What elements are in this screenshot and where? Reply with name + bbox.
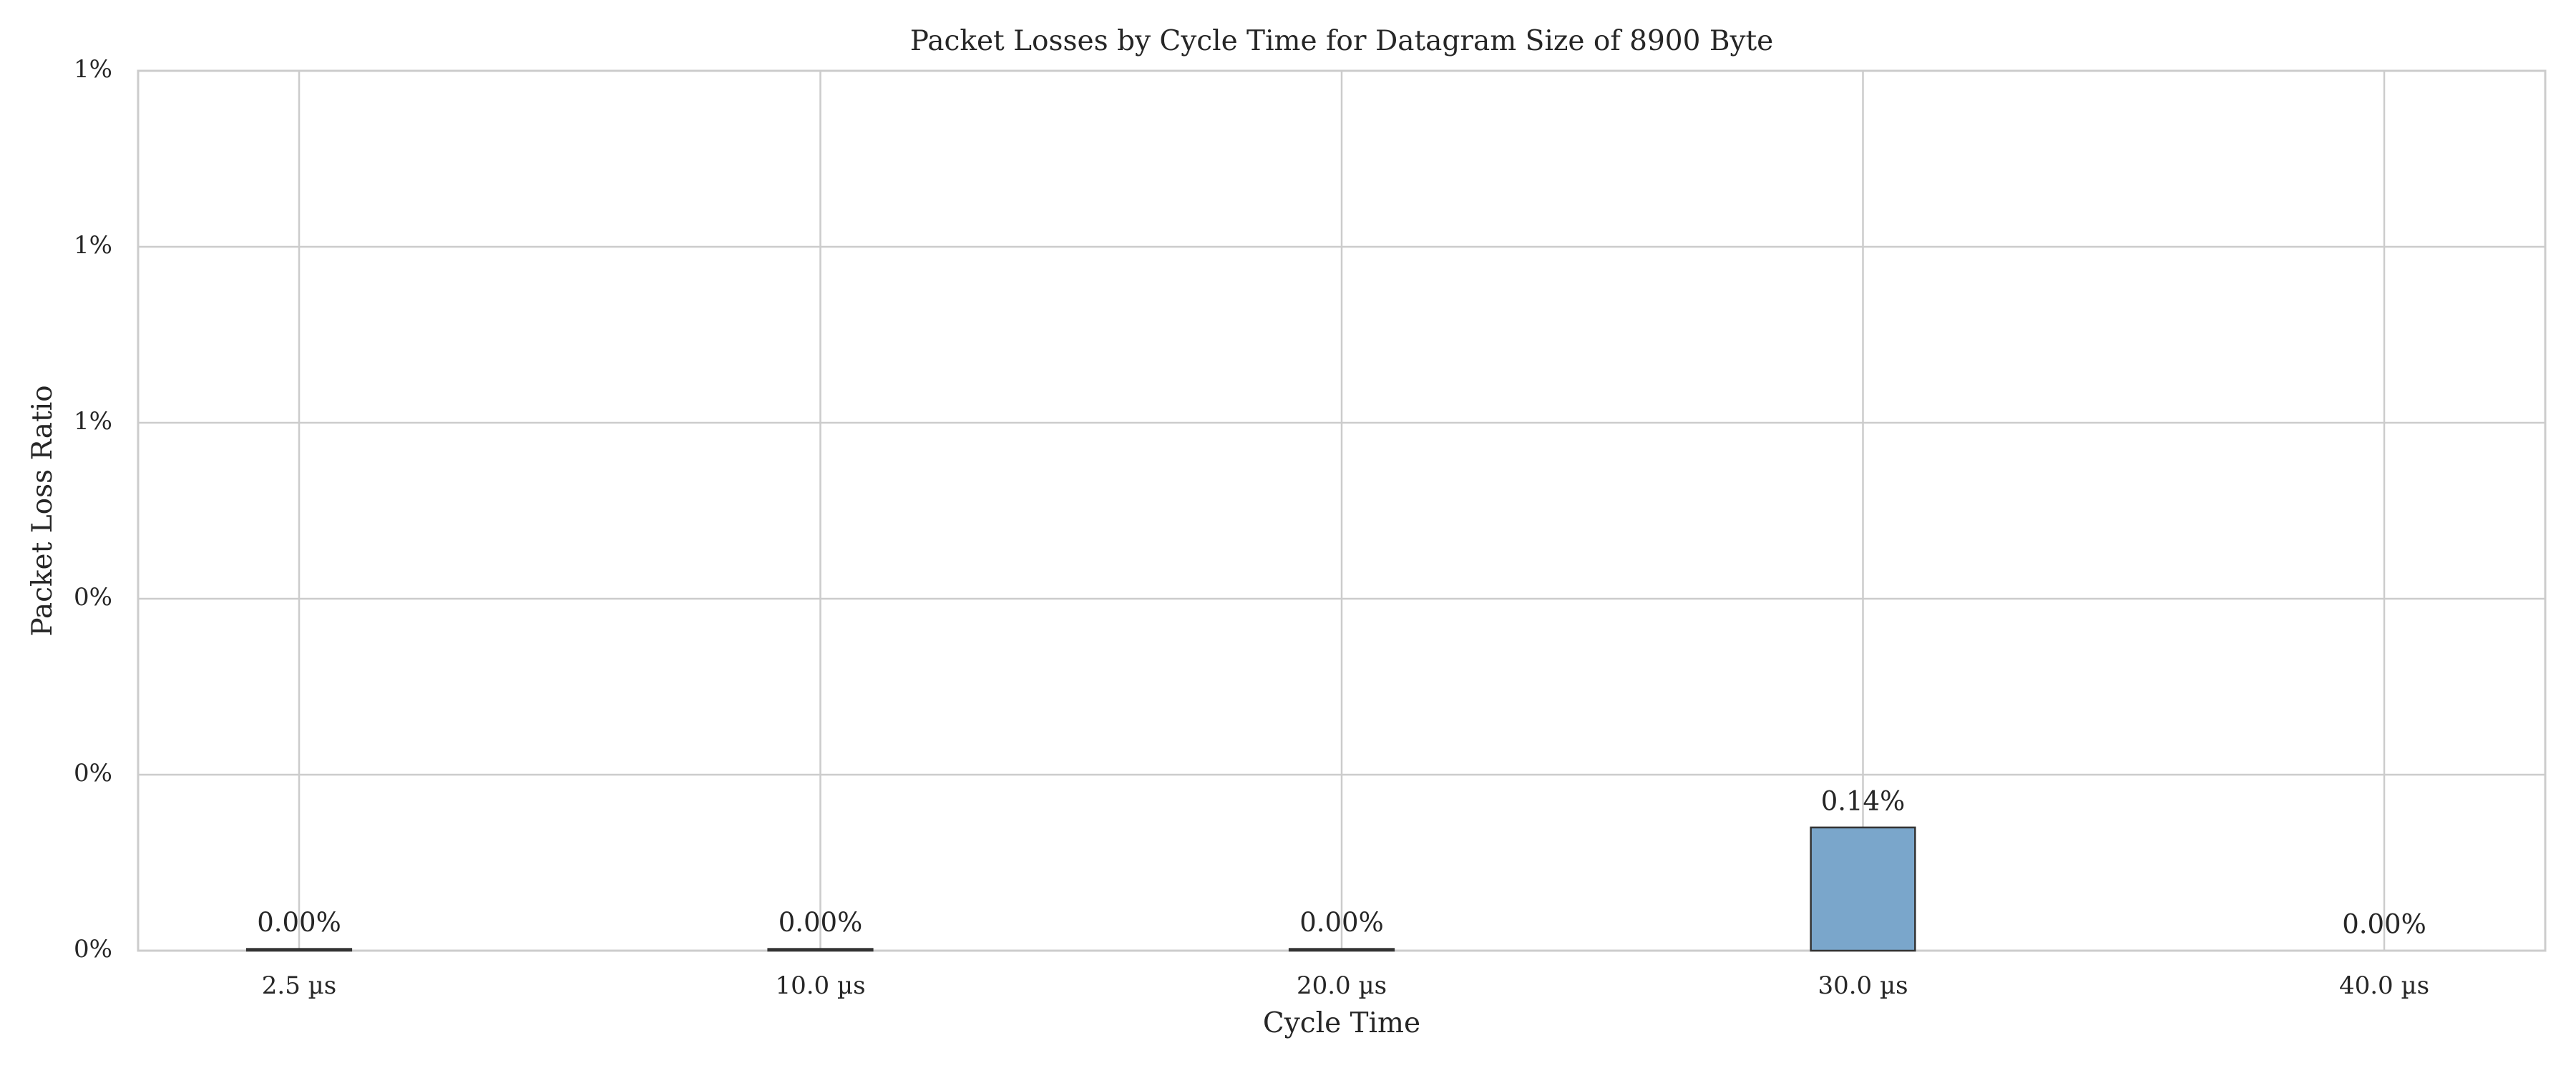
bar: [767, 948, 874, 952]
bar: [245, 948, 353, 952]
y-tick-label: 0%: [74, 935, 112, 964]
y-axis-label: Packet Loss Ratio: [26, 385, 59, 636]
x-tick-label: 2.5 µs: [262, 971, 336, 1000]
value-label: 0.00%: [257, 907, 341, 938]
bar: [1288, 948, 1395, 952]
x-tick-label: 40.0 µs: [2339, 971, 2429, 1000]
x-tick-label: 10.0 µs: [775, 971, 865, 1000]
bar: [1810, 826, 1916, 952]
y-tick-label: 1%: [74, 231, 112, 260]
value-label: 0.00%: [2342, 909, 2426, 940]
x-tick-label: 30.0 µs: [1818, 971, 1908, 1000]
chart-title: Packet Losses by Cycle Time for Datagram…: [910, 25, 1774, 57]
y-tick-label: 1%: [74, 55, 112, 84]
x-tick-label: 20.0 µs: [1297, 971, 1387, 1000]
value-label: 0.00%: [1299, 907, 1384, 938]
y-tick-label: 0%: [74, 583, 112, 612]
y-tick-label: 0%: [74, 759, 112, 788]
x-axis-label: Cycle Time: [1263, 1007, 1420, 1039]
value-label: 0.00%: [779, 907, 863, 938]
y-tick-label: 1%: [74, 407, 112, 436]
value-label: 0.14%: [1821, 785, 1906, 816]
